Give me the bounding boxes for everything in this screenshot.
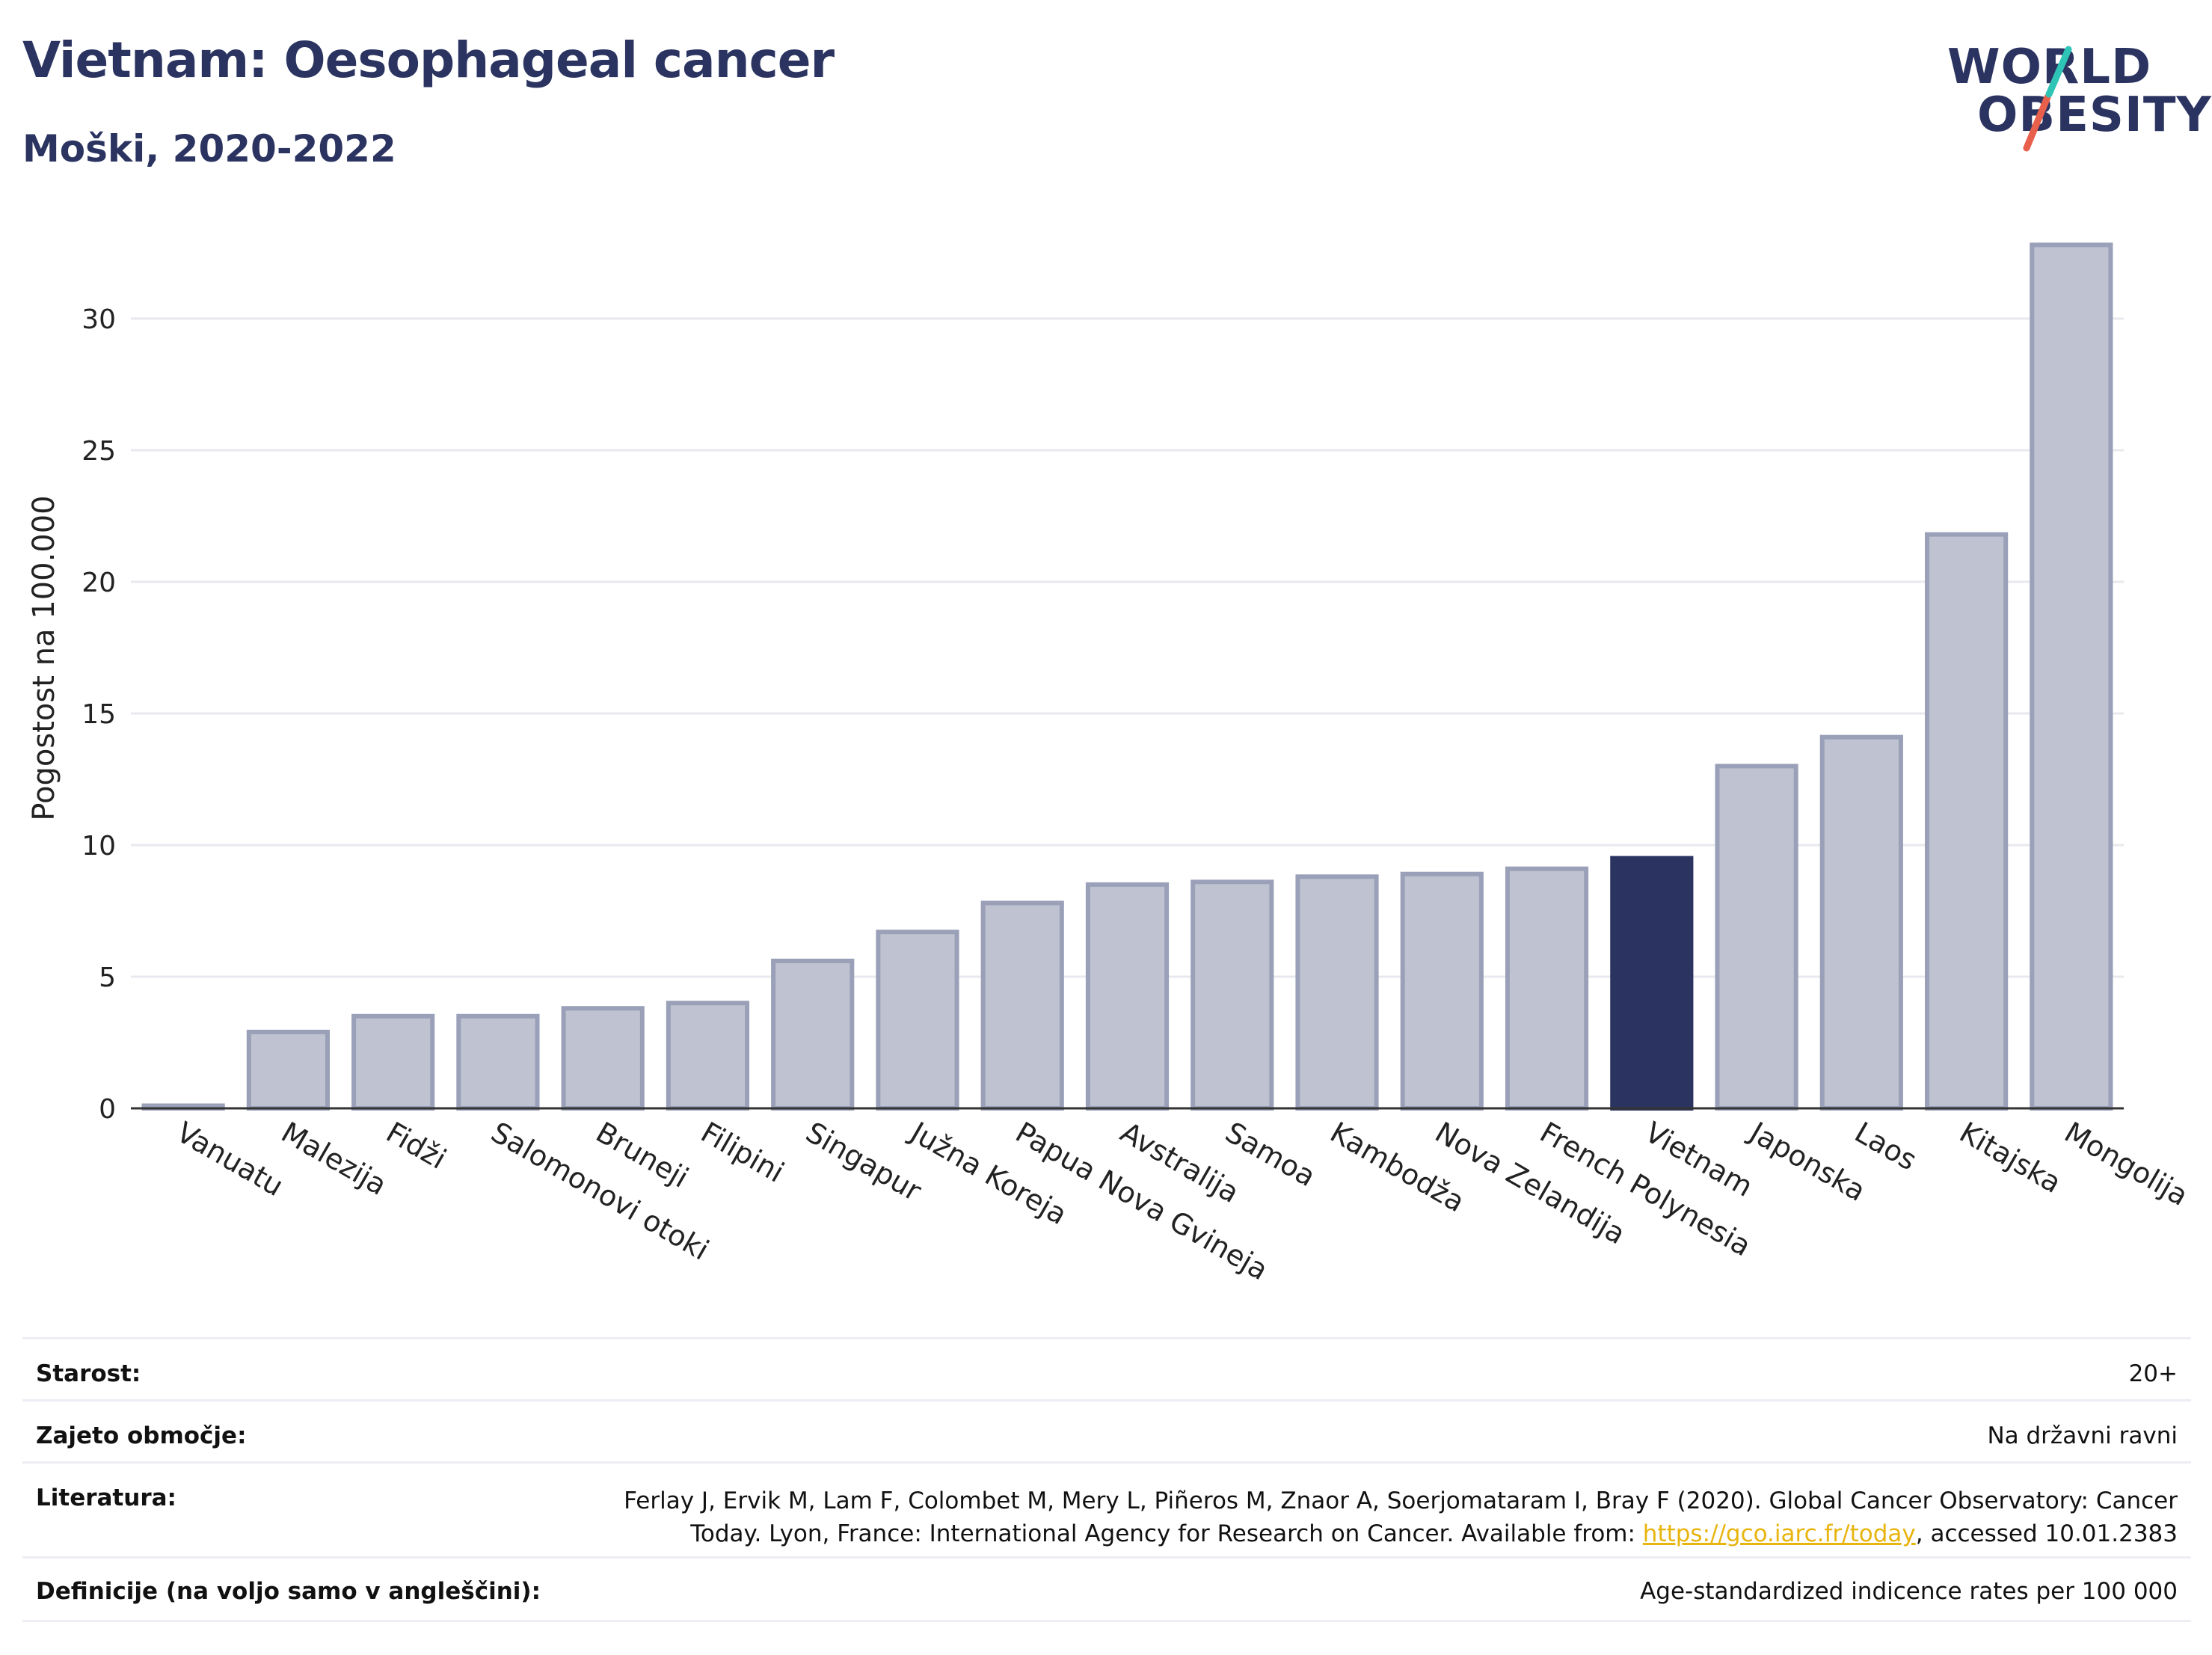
bar-mongolija[interactable] (2030, 242, 2113, 1111)
x-tick-label: Mongolija (2059, 1116, 2193, 1212)
age-label: Starost: (36, 1360, 141, 1387)
chart-subtitle: Moški, 2020-2022 (22, 127, 396, 171)
definitions-value: Age-standardized indicence rates per 100… (1640, 1578, 2178, 1605)
literature-line-2: Today. Lyon, France: International Agenc… (690, 1520, 1643, 1547)
bar-salomonovi-otoki[interactable] (456, 1013, 540, 1111)
y-tick-label: 0 (99, 1094, 116, 1125)
y-tick-label: 5 (99, 962, 116, 993)
bar-malezija[interactable] (246, 1029, 330, 1111)
logo-word-2: OBESITY (1977, 87, 2212, 143)
bar-laos[interactable] (1819, 734, 1903, 1111)
bar-french-polynesia[interactable] (1505, 866, 1589, 1111)
literature-line-2-end: , accessed 10.01.2383 (1915, 1520, 2178, 1547)
logo-slash-icon (2023, 46, 2072, 152)
x-tick-label: Laos (1849, 1116, 1923, 1177)
literature-line-1: Ferlay J, Ervik M, Lam F, Colombet M, Me… (624, 1487, 2178, 1514)
bar-avstralija[interactable] (1085, 882, 1170, 1111)
x-tick-label: Kitajska (1954, 1116, 2067, 1200)
coverage-value: Na državni ravni (1987, 1422, 2178, 1449)
x-tick-label: Nova Zelandija (1430, 1116, 1631, 1251)
y-tick-label: 25 (82, 436, 116, 467)
bar-filipini[interactable] (666, 1001, 750, 1111)
x-tick-label: Fidži (381, 1116, 452, 1176)
age-value: 20+ (2128, 1360, 2178, 1387)
info-row-definitions: Definicije (na voljo samo v angleščini):… (22, 1556, 2191, 1622)
logo-word-1: WORLD (1947, 40, 2152, 95)
y-tick-label: 10 (82, 831, 116, 862)
bar-južna-koreja[interactable] (876, 930, 959, 1111)
info-row-coverage: Zajeto območje: Na državni ravni (22, 1399, 2191, 1461)
y-tick-label: 30 (82, 304, 116, 335)
y-tick-label: 15 (82, 699, 116, 730)
literature-link[interactable]: https://gco.iarc.fr/today (1642, 1520, 1916, 1547)
x-tick-label: Vanuatu (171, 1116, 289, 1203)
bar-bruneji[interactable] (561, 1006, 645, 1111)
bar-kambodža[interactable] (1295, 874, 1379, 1111)
x-tick-label: Japonska (1743, 1115, 1871, 1208)
bar-japonska[interactable] (1715, 764, 1798, 1111)
world-obesity-logo[interactable]: WORLD OBESITY (1944, 22, 2211, 157)
bar-kitajska[interactable] (1925, 532, 2009, 1111)
x-tick-label: Malezija (276, 1116, 393, 1202)
bar-vietnam[interactable] (1610, 856, 1694, 1111)
info-row-literature: Literatura: Ferlay J, Ervik M, Lam F, Co… (22, 1461, 2191, 1556)
bar-fidži[interactable] (351, 1013, 435, 1111)
definitions-label: Definicije (na voljo samo v angleščini): (36, 1578, 541, 1605)
chart-title: Vietnam: Oesophageal cancer (22, 31, 835, 89)
info-row-age: Starost: 20+ (22, 1337, 2191, 1399)
y-tick-label: 20 (82, 568, 116, 598)
bar-papua-nova-gvineja[interactable] (980, 900, 1064, 1111)
bar-singapur[interactable] (771, 958, 855, 1111)
y-axis-title: Pogostost na 100.000 (27, 495, 61, 820)
x-tick-label: Singapur (800, 1116, 927, 1208)
literature-value: Ferlay J, Ervik M, Lam F, Colombet M, Me… (624, 1484, 2191, 1550)
bars (141, 242, 2113, 1111)
coverage-label: Zajeto območje: (36, 1422, 247, 1449)
bar-samoa[interactable] (1191, 879, 1274, 1111)
bar-nova-zelandija[interactable] (1400, 871, 1484, 1111)
x-tick-label: Filipini (695, 1116, 790, 1189)
info-table: Starost: 20+ Zajeto območje: Na državni … (22, 1337, 2191, 1622)
literature-label: Literatura: (36, 1484, 176, 1511)
